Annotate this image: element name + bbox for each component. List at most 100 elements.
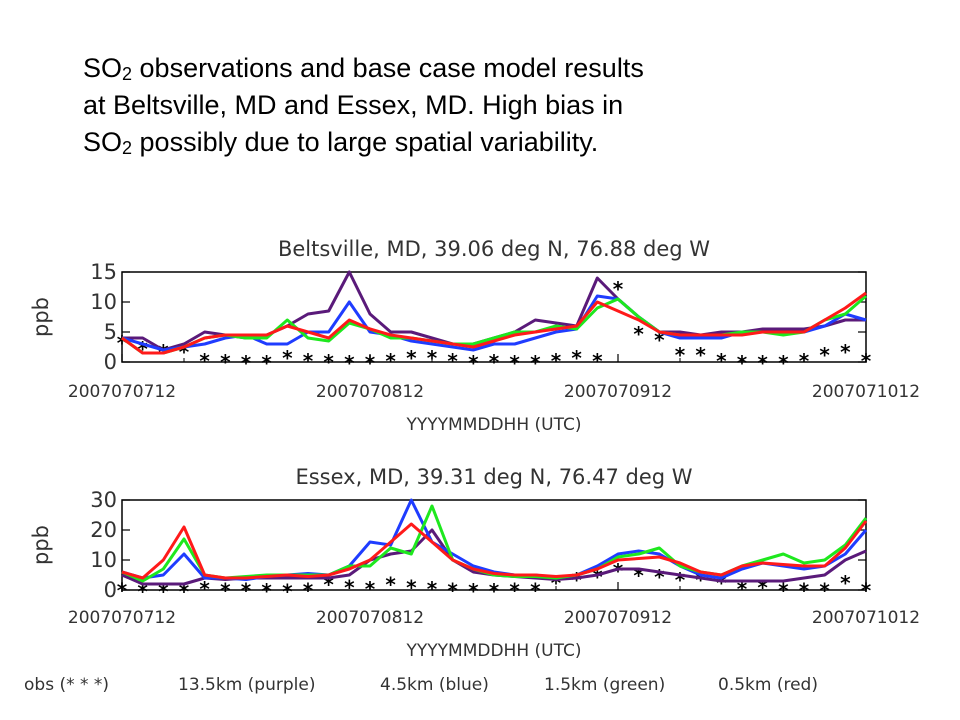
series-line-1_5km [121,294,867,355]
obs-marker: * [571,568,582,592]
legend-obs: obs (* * *) [24,675,109,695]
obs-marker: * [199,349,210,373]
y-axis-label: ppb [29,297,53,337]
obs-marker: * [199,577,210,601]
obs-marker: * [489,579,500,603]
slide-title: SO2 observations and base case model res… [83,50,933,161]
obs-marker: * [551,349,562,373]
obs-marker: * [819,579,830,603]
title-subscript: 2 [122,138,133,158]
y-tick-label: 0 [104,350,117,374]
x-tick-label: 2007071012 [812,608,920,628]
legend-red: 0.5km (red) [718,675,818,695]
obs-marker: * [592,349,603,373]
obs-marker: * [179,579,190,603]
legend-blue: 4.5km (blue) [380,675,489,695]
x-axis-label: YYYYMMDDHH (UTC) [406,415,582,435]
x-tick-label: 2007071012 [812,382,920,402]
obs-marker: * [530,579,541,603]
obs-marker: * [137,337,148,361]
obs-marker: * [778,579,789,603]
obs-marker: * [592,565,603,589]
obs-marker: * [757,351,768,375]
obs-marker: * [344,576,355,600]
title-so: SO [83,53,123,83]
essex-panel: Essex, MD, 39.31 deg N, 76.47 deg W 0 10 20… [29,465,920,661]
obs-marker: * [861,579,872,603]
obs-marker: * [695,568,706,592]
obs-marker: * [468,351,479,375]
series-line-0_5km [121,520,868,580]
obs-marker: * [344,351,355,375]
obs-marker: * [613,559,624,583]
title-line-3: SO2 possibly due to large spatial variab… [83,124,933,161]
obs-marker: * [840,340,851,364]
x-tick-label: 2007070912 [564,382,672,402]
obs-marker: * [613,277,624,301]
title-text: observations and base case model results [132,53,644,83]
obs-marker: * [447,349,458,373]
obs-marker: * [571,346,582,370]
obs-marker: * [282,346,293,370]
obs-marker: * [468,579,479,603]
y-axis-label: ppb [29,525,53,565]
obs-marker: * [654,565,665,589]
obs-marker: * [158,579,169,603]
obs-marker: * [117,579,128,603]
obs-marker: * [365,351,376,375]
title-line-2: at Beltsville, MD and Essex, MD. High bi… [83,90,624,120]
obs-marker: * [406,346,417,370]
chart-title: Essex, MD, 39.31 deg N, 76.47 deg W [295,465,692,489]
obs-marker: * [819,343,830,367]
obs-marker: * [675,343,686,367]
obs-marker: * [303,349,314,373]
obs-marker: * [654,328,665,352]
obs-marker: * [489,350,500,374]
obs-marker: * [303,579,314,603]
obs-marker: * [427,577,438,601]
obs-marker: * [323,350,334,374]
beltsville-panel: Beltsville, MD, 39.06 deg N, 76.88 deg W… [29,237,920,435]
y-tick-label: 30 [90,488,117,512]
y-tick-label: 5 [104,320,117,344]
obs-marker: * [716,571,727,595]
plot-frame [121,271,867,363]
obs-marker: * [365,577,376,601]
obs-marker: * [406,576,417,600]
x-axis-label: YYYYMMDDHH (UTC) [406,641,582,661]
y-tick-label: 10 [90,290,117,314]
title-line-1: SO2 observations and base case model res… [83,50,933,87]
y-tick-label: 0 [104,578,117,602]
obs-marker: * [757,576,768,600]
obs-marker: * [778,351,789,375]
obs-marker: * [716,349,727,373]
obs-marker: * [385,573,396,597]
obs-marker: * [137,579,148,603]
obs-marker: * [447,579,458,603]
title-subscript: 2 [122,64,133,84]
series-line-0_5km [121,291,867,355]
chart-title: Beltsville, MD, 39.06 deg N, 76.88 deg W [278,237,710,261]
y-tick-label: 20 [90,518,117,542]
legend: obs (* * *) 13.5km (purple) 4.5km (blue)… [24,675,818,695]
obs-marker: * [840,571,851,595]
y-tick-label: 15 [90,260,117,284]
x-tick-label: 2007070712 [68,382,176,402]
obs-marker: * [509,351,520,375]
obs-marker: * [633,564,644,588]
obs-marker: * [799,349,810,373]
x-tick-label: 2007070812 [316,608,424,628]
x-tick-label: 2007070912 [564,608,672,628]
obs-marker: * [695,343,706,367]
obs-marker: * [220,350,231,374]
series-line-1_5km [121,504,868,583]
obs-marker: * [323,573,334,597]
x-tick-label: 2007070712 [68,608,176,628]
obs-marker: * [220,579,231,603]
obs-marker: * [675,568,686,592]
legend-green: 1.5km (green) [544,675,665,695]
obs-marker: * [261,351,272,375]
title-text: possibly due to large spatial variabilit… [132,127,599,157]
obs-marker: * [427,346,438,370]
obs-marker: * [179,340,190,364]
